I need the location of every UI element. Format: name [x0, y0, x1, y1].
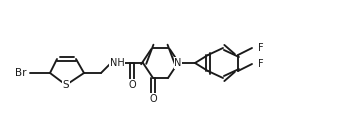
Text: Br: Br	[15, 68, 27, 78]
Text: O: O	[149, 94, 157, 104]
Text: F: F	[258, 43, 264, 53]
Text: S: S	[63, 80, 69, 90]
Text: NH: NH	[110, 58, 124, 68]
Text: O: O	[128, 80, 136, 90]
Text: N: N	[174, 58, 182, 68]
Text: F: F	[258, 59, 264, 69]
